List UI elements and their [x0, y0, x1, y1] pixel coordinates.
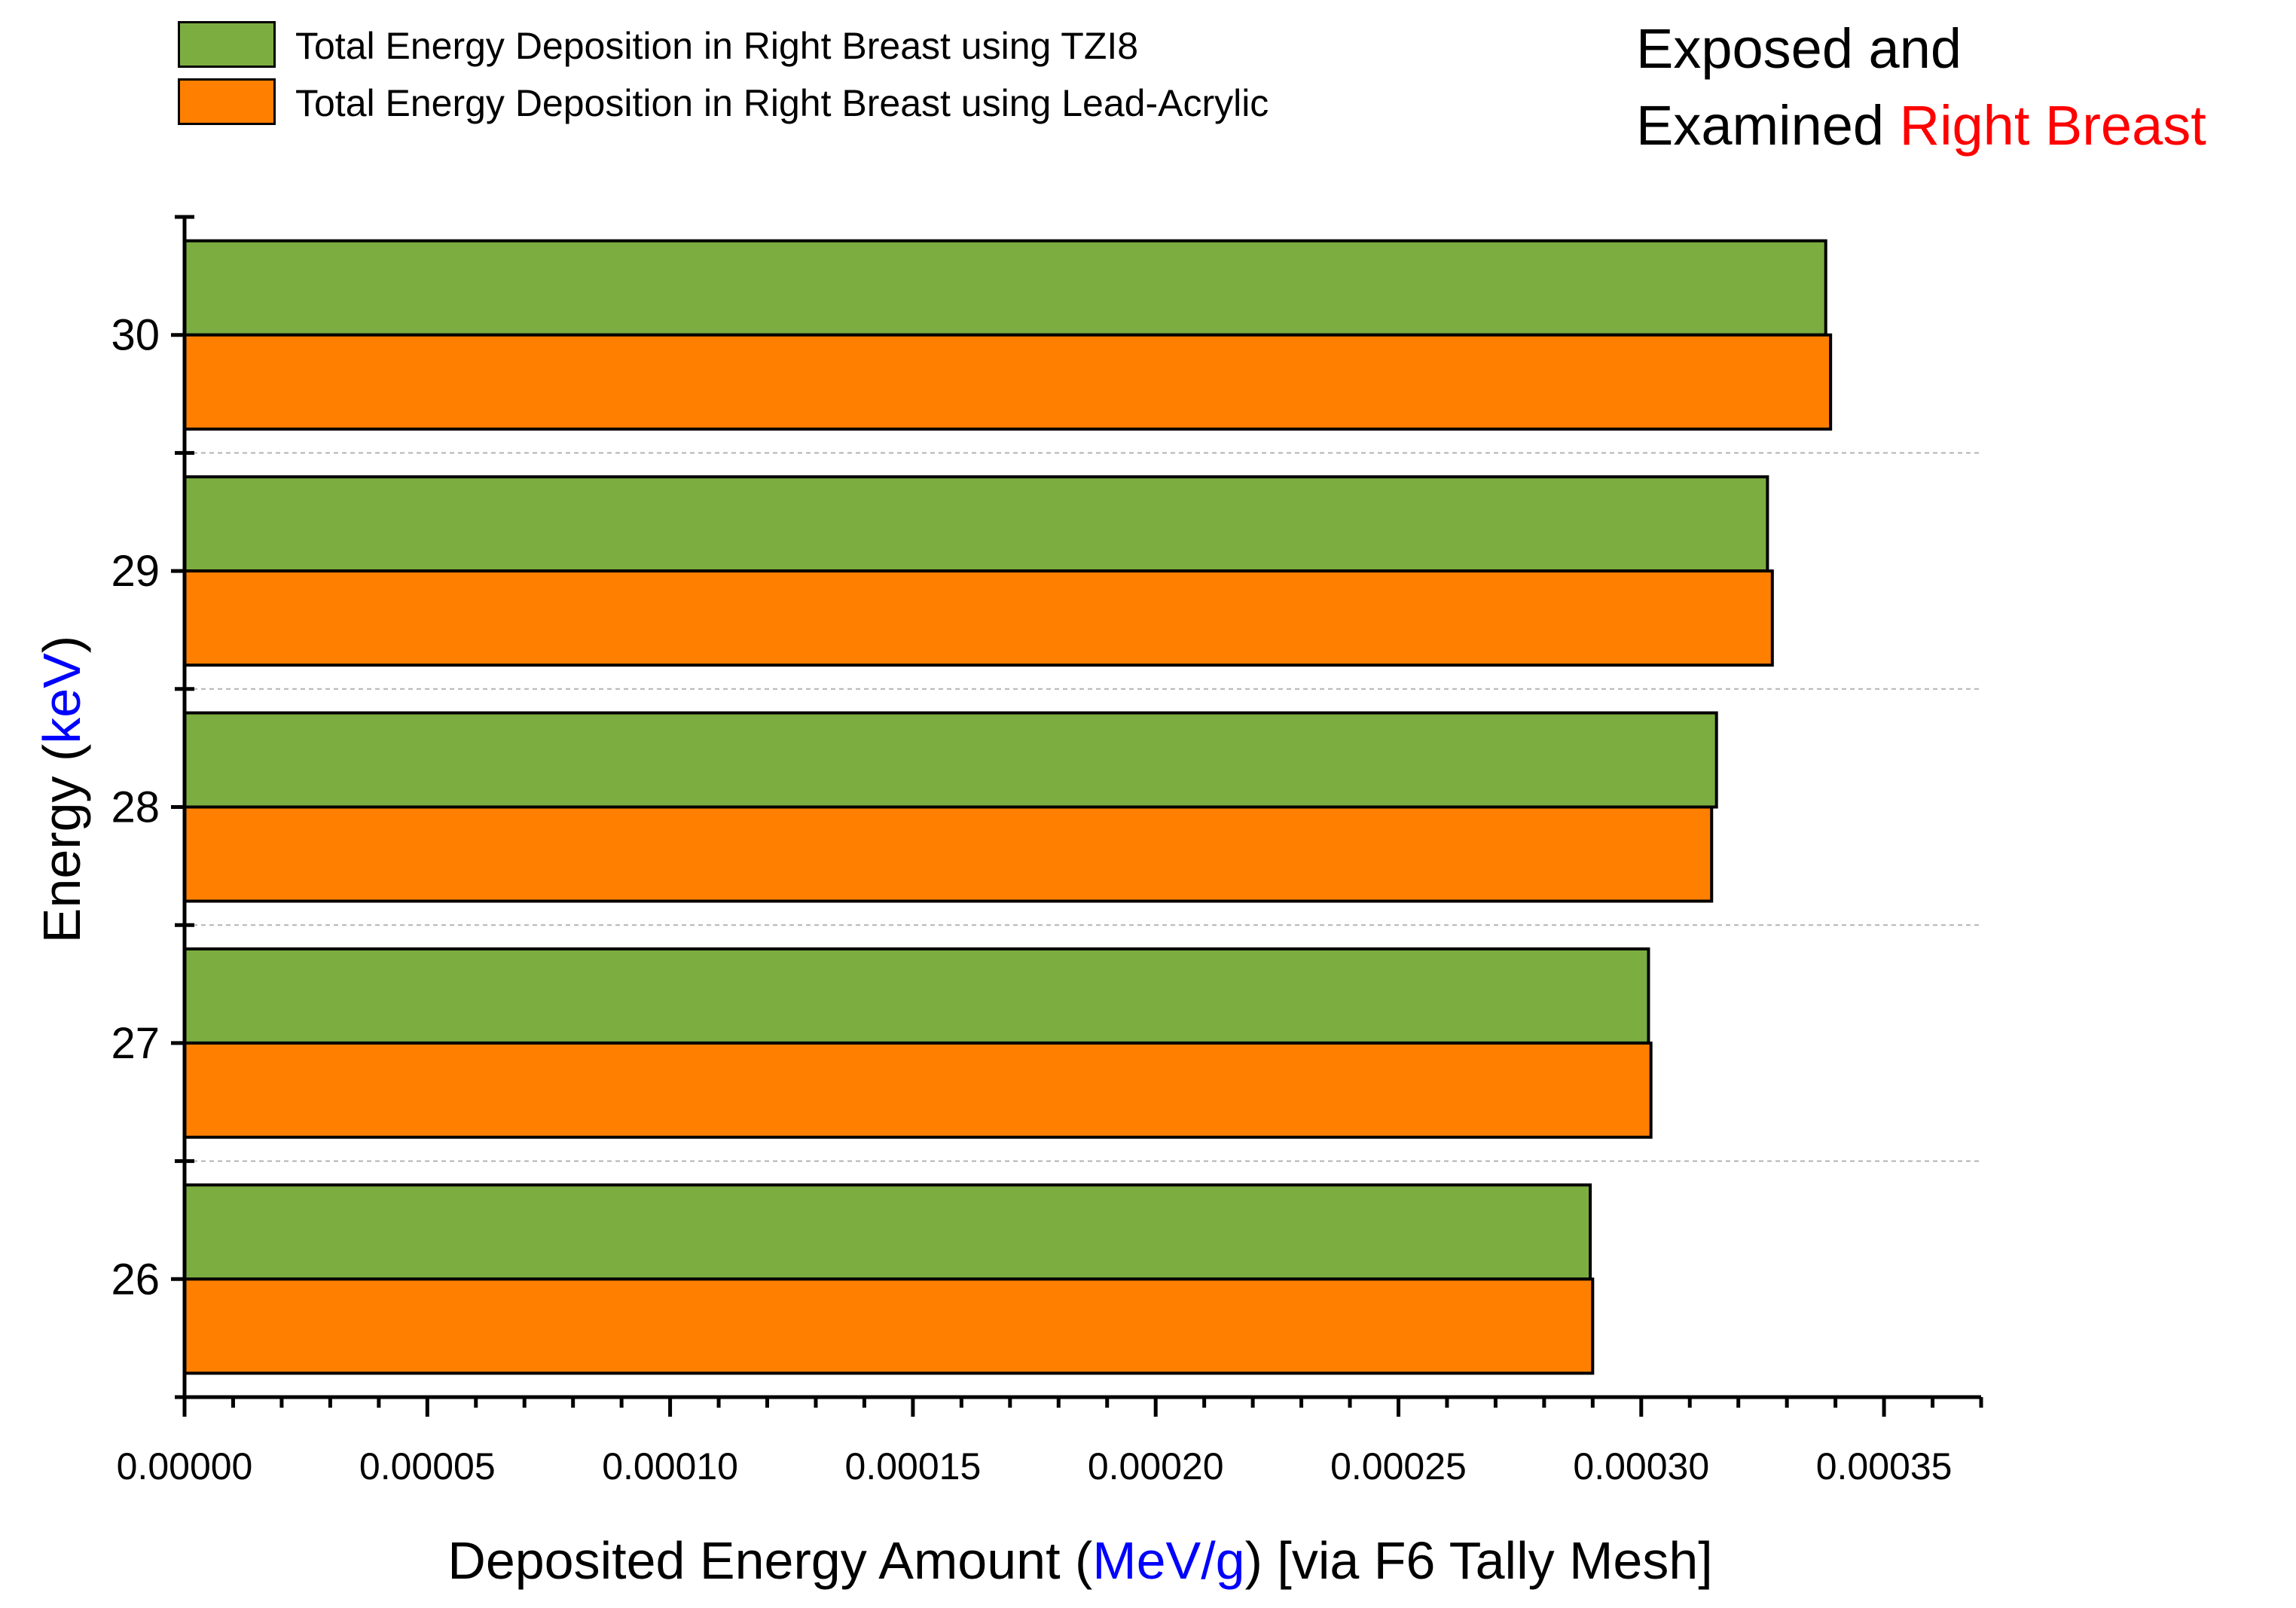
bar-group — [183, 239, 1833, 1375]
bar-29-tzi8 — [183, 475, 1769, 573]
bar-27-lead-acrylic — [183, 1041, 1653, 1139]
x-tick-label: 0.00015 — [845, 1445, 982, 1487]
x-tick-label: 0.00005 — [359, 1445, 496, 1487]
x-tick-label: 0.00035 — [1816, 1445, 1953, 1487]
annotation-highlight: Right Breast — [1899, 94, 2206, 157]
legend-label-tzi8: Total Energy Deposition in Right Breast … — [295, 25, 1139, 67]
annotation-line-1: Exposed and — [1636, 17, 1962, 80]
y-tick-label: 29 — [111, 547, 160, 596]
bar-26-tzi8 — [183, 1183, 1592, 1281]
annotation-line-2-prefix: Examined — [1636, 94, 1900, 157]
y-axis-ticks: 30 29 28 27 26 — [111, 215, 194, 1399]
y-axis-label-prefix: Energy ( — [32, 743, 91, 944]
legend-label-lead-acrylic: Total Energy Deposition in Right Breast … — [295, 82, 1269, 124]
y-tick-label: 26 — [111, 1255, 160, 1304]
x-axis-label-suffix: ) [via F6 Tally Mesh] — [1244, 1531, 1713, 1590]
chart-annotation: Exposed and Examined Right Breast — [1636, 11, 2206, 164]
bar-26-lead-acrylic — [183, 1277, 1595, 1375]
x-tick-label: 0.00020 — [1088, 1445, 1224, 1487]
x-axis-label: Deposited Energy Amount (MeV/g) [via F6 … — [447, 1530, 1712, 1591]
x-tick-label: 0.00000 — [117, 1445, 253, 1487]
x-axis-label-prefix: Deposited Energy Amount ( — [447, 1531, 1093, 1590]
legend-swatch-lead-acrylic — [178, 78, 276, 125]
bar-29-lead-acrylic — [183, 569, 1774, 667]
annotation-line-2: Examined Right Breast — [1636, 87, 2206, 164]
y-tick-label: 28 — [111, 783, 160, 832]
x-tick-label: 0.00010 — [602, 1445, 738, 1487]
bar-30-lead-acrylic — [183, 333, 1833, 431]
y-axis-unit: keV — [32, 653, 91, 744]
category-separators — [185, 452, 1981, 1162]
bar-28-tzi8 — [183, 711, 1718, 809]
x-tick-label: 0.00030 — [1573, 1445, 1709, 1487]
x-axis-unit: MeV/g — [1092, 1531, 1245, 1590]
x-tick-label: 0.00025 — [1330, 1445, 1467, 1487]
bar-30-tzi8 — [183, 239, 1827, 337]
y-axis-label-suffix: ) — [32, 635, 91, 654]
y-tick-label: 27 — [111, 1019, 160, 1068]
y-tick-label: 30 — [111, 311, 160, 360]
y-axis-label: Energy (keV) — [32, 636, 92, 944]
x-axis-ticks: 0.00000 0.00005 0.00010 0.00015 0.00020 0.000… — [117, 1397, 1983, 1487]
legend-swatch-tzi8 — [178, 21, 276, 68]
bar-28-lead-acrylic — [183, 805, 1714, 903]
bar-27-tzi8 — [183, 947, 1650, 1045]
